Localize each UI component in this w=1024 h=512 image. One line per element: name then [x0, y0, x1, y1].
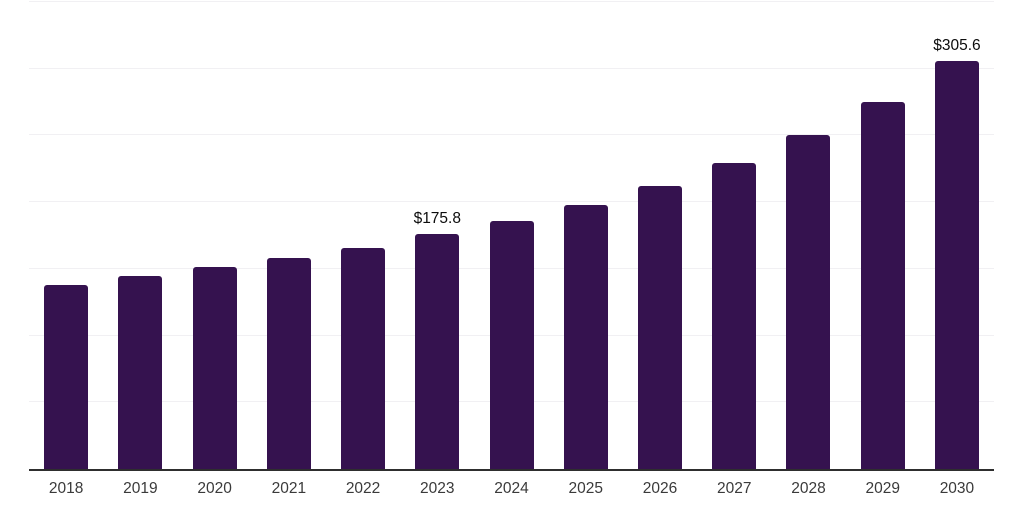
x-tick-label-2030: 2030	[939, 480, 975, 497]
bar-slot-2023: $175.8	[400, 2, 474, 469]
bar-slot-2029	[846, 2, 920, 469]
bar-2025	[563, 204, 608, 469]
x-tick-label-2022: 2022	[345, 480, 381, 497]
x-tick-label-2026: 2026	[642, 480, 678, 497]
bar-slot-2019	[103, 2, 177, 469]
x-tick-label-2024: 2024	[494, 480, 529, 497]
bar-slot-2022	[326, 2, 400, 469]
data-label-2030: $305.6	[933, 37, 981, 55]
gridline-300	[29, 67, 994, 69]
bar-slot-2020	[177, 2, 251, 469]
x-axis-labels: 2018 2019 2020 2021 2022 2023 2024 2025 2026 2027…	[29, 480, 994, 498]
x-tick-label-2019: 2019	[123, 480, 158, 497]
bar-2029	[860, 102, 905, 469]
bar-2022	[341, 247, 386, 469]
gridline-200	[29, 201, 994, 203]
bar-2028	[786, 135, 831, 469]
x-tick-label-2018: 2018	[48, 480, 84, 497]
bar-slot-2024	[474, 2, 548, 469]
bar-2021	[266, 258, 311, 469]
bar-2019	[118, 276, 163, 469]
plot-area: $175.8 $305.6	[29, 1, 994, 471]
bar-slot-2027	[697, 2, 771, 469]
bar-2027	[712, 163, 757, 469]
bar-2018	[44, 284, 89, 469]
x-tick-label-2027: 2027	[716, 480, 752, 497]
data-label-2023: $175.8	[413, 210, 461, 228]
bar-2026	[637, 186, 682, 469]
x-tick-label-2020: 2020	[197, 480, 232, 497]
gridline-350	[29, 1, 994, 2]
bar-series: $175.8 $305.6	[29, 2, 994, 469]
x-tick-label-2029: 2029	[865, 480, 900, 497]
gridline-250	[29, 134, 994, 136]
bar-slot-2030: $305.6	[920, 2, 994, 469]
bar-slot-2025	[549, 2, 623, 469]
x-tick-label-2023: 2023	[420, 480, 455, 497]
x-tick-label-2025: 2025	[568, 480, 603, 497]
bar-slot-2021	[252, 2, 326, 469]
bar-2030: $305.6	[933, 37, 981, 469]
x-tick-label-2028: 2028	[791, 480, 826, 497]
bar-slot-2026	[623, 2, 697, 469]
bar-slot-2018	[29, 2, 103, 469]
bar-2023: $175.8	[414, 210, 461, 469]
bar-slot-2028	[771, 2, 845, 469]
bar-2020	[192, 267, 237, 469]
x-tick-label-2021: 2021	[271, 480, 307, 497]
bar-2024	[489, 220, 534, 469]
